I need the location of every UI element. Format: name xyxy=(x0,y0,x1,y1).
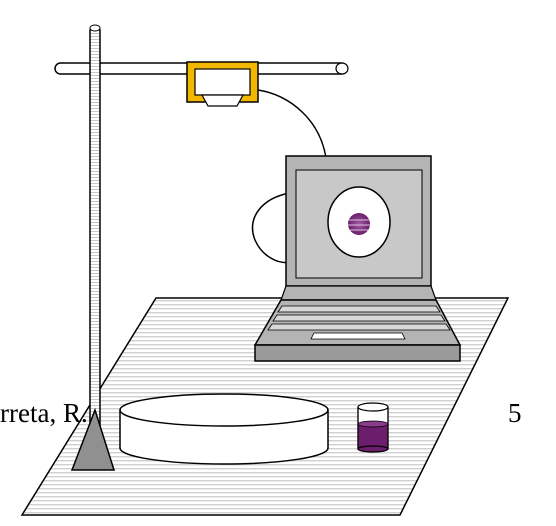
author-text: rreta, R. xyxy=(0,398,88,428)
laptop-icon xyxy=(253,155,462,362)
page-number: 5 xyxy=(508,398,522,428)
screen-cell xyxy=(348,213,370,235)
cable-loop xyxy=(251,192,293,264)
beaker-icon xyxy=(357,402,389,453)
camera-clamp-icon xyxy=(186,61,259,107)
cable-icon xyxy=(257,89,327,159)
petri-dish-icon xyxy=(119,393,329,465)
